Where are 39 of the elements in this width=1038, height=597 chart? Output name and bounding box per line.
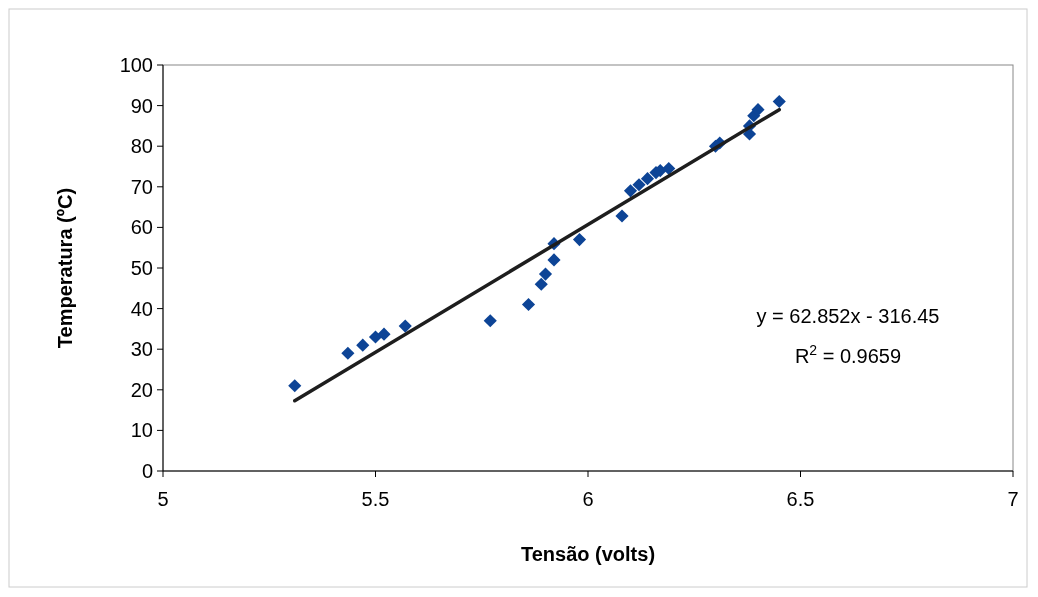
y-axis-title: Temperatura (ºC) bbox=[54, 187, 76, 349]
point bbox=[538, 267, 553, 281]
y-tick-label: 30 bbox=[130, 338, 153, 361]
point bbox=[640, 172, 655, 186]
y-tick-label: 80 bbox=[130, 135, 153, 158]
point bbox=[751, 103, 765, 117]
point bbox=[615, 209, 629, 223]
point bbox=[483, 314, 497, 328]
x-tick-label: 6.5 bbox=[786, 488, 815, 510]
x-tick-label: 6 bbox=[582, 488, 594, 510]
point bbox=[521, 297, 536, 312]
x-axis-title: Tensão (volts) bbox=[520, 543, 656, 565]
x-tick-label: 5 bbox=[157, 488, 169, 510]
y-tick-label: 20 bbox=[130, 378, 153, 401]
point bbox=[368, 330, 383, 344]
x-tick-label: 5.5 bbox=[361, 488, 390, 510]
annotation: y = 62.852x - 316.45 bbox=[756, 305, 940, 327]
point bbox=[547, 253, 561, 267]
y-tick-label: 40 bbox=[130, 297, 153, 320]
point bbox=[377, 327, 391, 341]
point bbox=[623, 184, 638, 198]
y-tick-label: 60 bbox=[130, 216, 153, 239]
point bbox=[288, 379, 302, 393]
y-tick-label: 0 bbox=[141, 460, 153, 482]
y-tick-label: 100 bbox=[119, 54, 153, 76]
point bbox=[341, 346, 355, 360]
y-tick-label: 70 bbox=[130, 175, 153, 198]
annotation: R$^{2}$ = 0.9659 bbox=[794, 342, 902, 367]
point bbox=[534, 277, 548, 291]
point bbox=[632, 178, 646, 192]
point bbox=[662, 161, 676, 176]
y-tick-label: 90 bbox=[130, 94, 153, 117]
point bbox=[572, 233, 587, 247]
y-tick-label: 10 bbox=[130, 419, 153, 442]
y-tick-label: 50 bbox=[130, 257, 153, 279]
point bbox=[356, 338, 370, 352]
point bbox=[398, 319, 412, 333]
point bbox=[772, 94, 786, 109]
x-tick-label: 7 bbox=[1007, 488, 1019, 510]
